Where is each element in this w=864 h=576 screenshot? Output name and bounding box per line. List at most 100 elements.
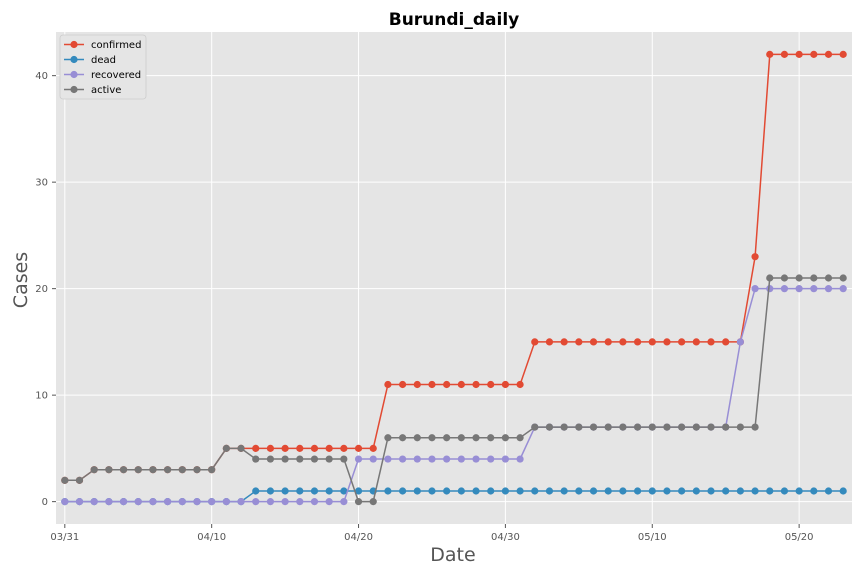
data-point-dead <box>780 487 789 495</box>
data-point-dead <box>722 487 730 495</box>
data-point-active <box>545 423 554 431</box>
data-point-active <box>663 423 671 431</box>
data-point-dead <box>648 487 656 495</box>
data-point-recovered <box>751 285 759 293</box>
y-tick-label: 30 <box>35 178 48 189</box>
data-point-recovered <box>310 498 319 506</box>
x-tick-label: 04/30 <box>491 532 520 543</box>
y-tick-label: 20 <box>35 284 48 295</box>
data-point-active <box>369 498 377 506</box>
chart-title: Burundi_daily <box>389 10 520 30</box>
grid-lines <box>56 32 852 524</box>
data-point-recovered <box>252 498 260 506</box>
data-point-recovered <box>90 498 98 506</box>
data-point-active <box>281 455 289 463</box>
data-point-active <box>428 434 436 442</box>
data-point-dead <box>839 487 847 495</box>
legend-marker-active <box>70 85 78 94</box>
data-point-dead <box>443 487 451 495</box>
data-point-recovered <box>222 498 230 506</box>
data-point-dead <box>428 487 436 495</box>
data-point-recovered <box>736 338 744 346</box>
data-point-confirmed <box>296 444 304 452</box>
data-point-recovered <box>134 498 142 506</box>
data-point-dead <box>501 487 510 495</box>
plot-area <box>56 32 852 524</box>
data-point-confirmed <box>780 50 789 58</box>
data-point-recovered <box>369 455 377 463</box>
data-point-recovered <box>766 285 774 293</box>
data-point-confirmed <box>354 444 363 452</box>
data-point-dead <box>384 487 392 495</box>
data-point-dead <box>604 487 612 495</box>
data-point-dead <box>663 487 671 495</box>
data-point-recovered <box>281 498 289 506</box>
data-point-confirmed <box>663 338 671 346</box>
data-point-active <box>149 466 157 474</box>
legend-label-recovered: recovered <box>91 70 141 81</box>
data-point-dead <box>413 487 421 495</box>
data-point-recovered <box>208 498 216 506</box>
data-point-dead <box>707 487 715 495</box>
data-point-active <box>810 274 818 282</box>
x-tick-label: 04/10 <box>197 532 226 543</box>
data-point-active <box>443 434 451 442</box>
y-tick-label: 40 <box>35 71 48 82</box>
data-point-recovered <box>839 285 847 293</box>
series-group <box>61 50 847 506</box>
data-point-dead <box>560 487 568 495</box>
x-tick-label: 04/20 <box>344 532 373 543</box>
data-point-active <box>457 434 465 442</box>
data-point-active <box>692 423 700 431</box>
data-point-confirmed <box>824 50 833 58</box>
data-point-recovered <box>398 455 407 463</box>
data-point-recovered <box>75 498 84 506</box>
data-point-active <box>722 423 730 431</box>
data-point-recovered <box>428 455 436 463</box>
data-point-active <box>90 466 98 474</box>
legend: confirmed dead recovered active <box>59 34 147 100</box>
data-point-active <box>589 423 598 431</box>
data-point-confirmed <box>839 50 847 58</box>
data-point-active <box>413 434 421 442</box>
data-point-active <box>487 434 495 442</box>
x-axis-ticks: 03/31 04/10 04/20 04/30 05/10 05/20 <box>50 524 814 543</box>
data-point-active <box>472 434 480 442</box>
y-tick-label: 0 <box>42 497 48 508</box>
data-point-recovered <box>266 498 275 506</box>
data-point-active <box>105 466 113 474</box>
data-point-dead <box>766 487 774 495</box>
data-point-dead <box>354 487 363 495</box>
data-point-confirmed <box>575 338 583 346</box>
data-point-recovered <box>354 455 363 463</box>
data-point-active <box>824 274 833 282</box>
data-point-active <box>61 476 69 484</box>
data-point-active <box>633 423 642 431</box>
data-point-confirmed <box>384 380 392 389</box>
data-point-active <box>736 423 744 431</box>
data-point-confirmed <box>810 50 818 58</box>
data-point-active <box>164 466 172 474</box>
data-point-active <box>266 455 275 463</box>
data-point-confirmed <box>310 444 319 452</box>
data-point-confirmed <box>281 444 289 452</box>
data-point-recovered <box>340 498 348 506</box>
data-point-active <box>678 423 686 431</box>
data-point-recovered <box>780 285 789 293</box>
data-point-active <box>516 434 524 442</box>
data-point-active <box>795 274 803 282</box>
data-point-dead <box>692 487 700 495</box>
data-point-confirmed <box>560 338 568 346</box>
data-point-confirmed <box>766 50 774 58</box>
legend-label-dead: dead <box>91 55 116 66</box>
data-point-active <box>619 423 627 431</box>
data-point-dead <box>457 487 465 495</box>
data-point-active <box>780 274 789 282</box>
data-point-confirmed <box>457 380 465 389</box>
x-tick-label: 03/31 <box>50 532 79 543</box>
data-point-recovered <box>149 498 157 506</box>
data-point-confirmed <box>692 338 700 346</box>
series-active <box>61 274 847 506</box>
data-point-active <box>237 444 245 452</box>
data-point-active <box>310 455 319 463</box>
